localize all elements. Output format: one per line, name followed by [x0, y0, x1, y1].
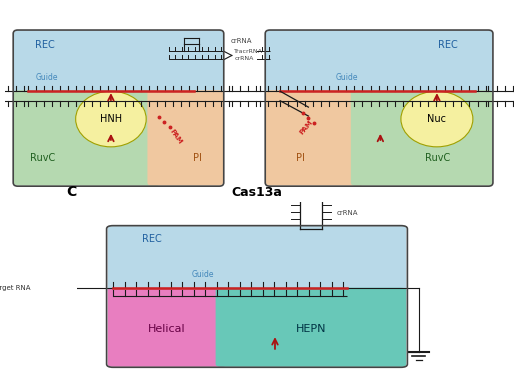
Text: TracrRNA: TracrRNA	[234, 49, 263, 53]
Text: HNH: HNH	[100, 114, 122, 124]
Text: RuvC: RuvC	[425, 153, 450, 163]
FancyBboxPatch shape	[108, 288, 226, 367]
FancyBboxPatch shape	[108, 226, 406, 293]
Text: Target DNA: Target DNA	[271, 93, 310, 99]
FancyBboxPatch shape	[266, 31, 492, 96]
Text: HEPN: HEPN	[296, 324, 326, 334]
FancyBboxPatch shape	[14, 31, 223, 96]
Text: REC: REC	[142, 234, 161, 244]
Text: PAM: PAM	[169, 128, 183, 146]
Text: Nuc: Nuc	[428, 114, 446, 124]
FancyBboxPatch shape	[14, 90, 160, 186]
Text: PAM: PAM	[298, 119, 314, 135]
Circle shape	[401, 91, 473, 147]
Text: REC: REC	[438, 40, 457, 50]
Text: C: C	[66, 185, 77, 199]
Text: PI: PI	[296, 153, 304, 163]
Text: REC: REC	[35, 40, 55, 50]
Text: Target RNA: Target RNA	[0, 285, 30, 291]
FancyBboxPatch shape	[148, 90, 223, 186]
Text: crRNA: crRNA	[231, 37, 252, 44]
Text: RuvC: RuvC	[30, 153, 56, 163]
Text: Guide: Guide	[336, 73, 358, 82]
FancyBboxPatch shape	[266, 90, 363, 186]
Circle shape	[76, 91, 146, 147]
Text: crRNA: crRNA	[234, 56, 254, 61]
FancyBboxPatch shape	[216, 288, 406, 367]
FancyBboxPatch shape	[351, 90, 492, 186]
Text: PI: PI	[193, 153, 201, 163]
Text: crRNA: crRNA	[336, 210, 358, 216]
Text: Guide: Guide	[192, 270, 214, 279]
Text: Cas13a: Cas13a	[232, 186, 282, 199]
Text: Guide: Guide	[35, 73, 58, 82]
Text: Helical: Helical	[148, 324, 186, 334]
